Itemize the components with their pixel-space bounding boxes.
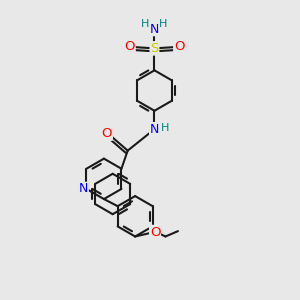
Text: N: N [79, 182, 88, 195]
Text: H: H [141, 19, 150, 29]
Text: H: H [161, 123, 169, 133]
Text: N: N [150, 123, 159, 136]
Text: N: N [150, 22, 159, 35]
Text: H: H [159, 19, 168, 29]
Text: O: O [124, 40, 135, 53]
Text: O: O [102, 127, 112, 140]
Text: O: O [174, 40, 184, 53]
Text: S: S [150, 42, 159, 55]
Text: O: O [150, 226, 160, 238]
